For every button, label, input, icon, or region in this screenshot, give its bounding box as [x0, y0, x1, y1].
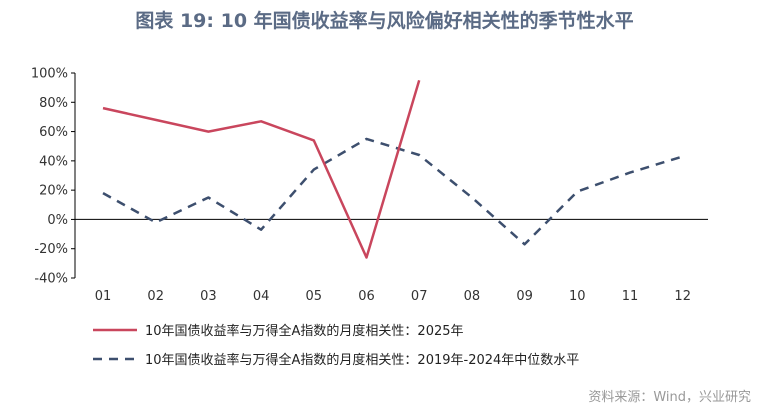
source-note: 资料来源：Wind，兴业研究: [588, 390, 751, 405]
y-tick-label: 80%: [39, 96, 68, 111]
y-axis: -40% -20% 0% 20% 40% 60% 80% 100%: [31, 67, 76, 287]
x-tick-label: 04: [253, 289, 270, 304]
series-line-2: [102, 137, 684, 246]
series-line-1: [102, 79, 421, 259]
x-tick-label: 01: [95, 289, 112, 304]
y-tick-label: 100%: [31, 67, 68, 82]
x-tick-label: 03: [200, 289, 217, 304]
y-tick-label: -40%: [34, 272, 68, 287]
y-tick-label: 20%: [39, 184, 68, 199]
y-tick-label: 40%: [39, 154, 68, 169]
legend: 10年国债收益率与万得全A指数的月度相关性：2025年 10年国债收益率与万得全A…: [93, 323, 579, 368]
legend-label-2: 10年国债收益率与万得全A指数的月度相关性：2019年-2024年中位数水平: [145, 352, 579, 368]
x-tick-label: 12: [674, 289, 691, 304]
x-tick-label: 06: [358, 289, 375, 304]
x-tick-label: 08: [464, 289, 481, 304]
legend-label-1: 10年国债收益率与万得全A指数的月度相关性：2025年: [145, 323, 464, 339]
y-tick-label: 60%: [39, 125, 68, 140]
x-tick-label: 09: [516, 289, 533, 304]
series-layer: [102, 79, 684, 259]
x-axis: 01 02 03 04 05 06 07 08 09 10 11 12: [75, 218, 708, 304]
x-tick-label: 02: [147, 289, 164, 304]
chart-title: 图表 19: 10 年国债收益率与风险偏好相关性的季节性水平: [135, 10, 634, 32]
x-tick-label: 07: [411, 289, 428, 304]
y-tick-label: 0%: [47, 213, 68, 228]
y-tick-label: -20%: [34, 242, 68, 257]
x-tick-label: 05: [306, 289, 323, 304]
x-tick-label: 11: [622, 289, 639, 304]
x-tick-label: 10: [569, 289, 586, 304]
